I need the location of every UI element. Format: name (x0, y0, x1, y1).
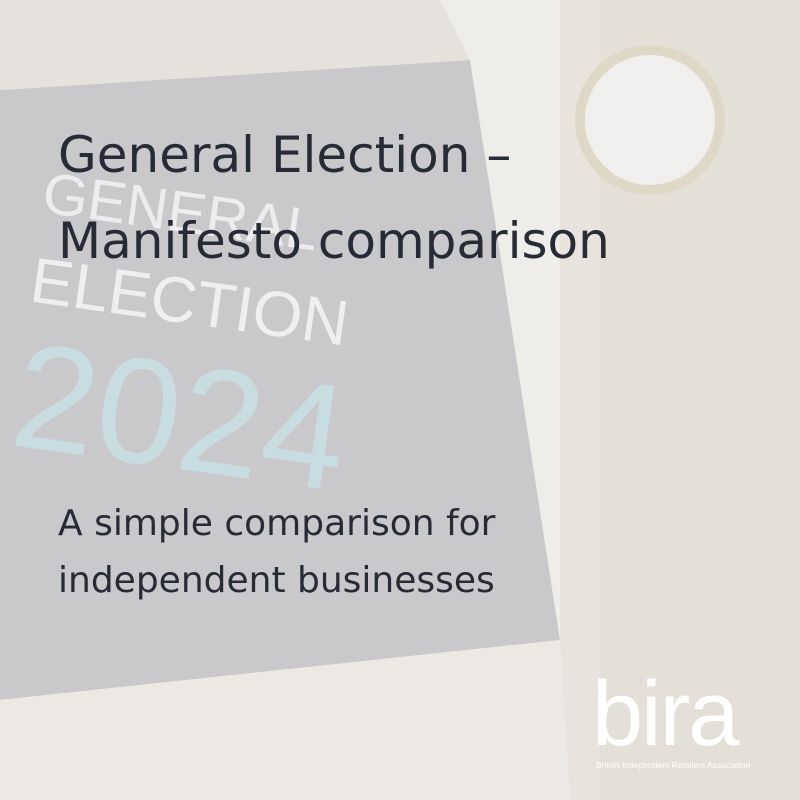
title-line: General Election – (58, 126, 511, 184)
sign-top (0, 0, 470, 90)
title-line: Manifesto comparison (58, 212, 610, 270)
sign (0, 60, 560, 700)
subtitle-line: A simple comparison for (58, 503, 496, 544)
logo-tagline: British Independent Retailers Associatio… (596, 760, 751, 770)
subtitle-line: independent businesses (58, 560, 495, 601)
clock (575, 45, 725, 195)
logo-name: bira (592, 663, 740, 765)
sign-base (0, 640, 570, 800)
